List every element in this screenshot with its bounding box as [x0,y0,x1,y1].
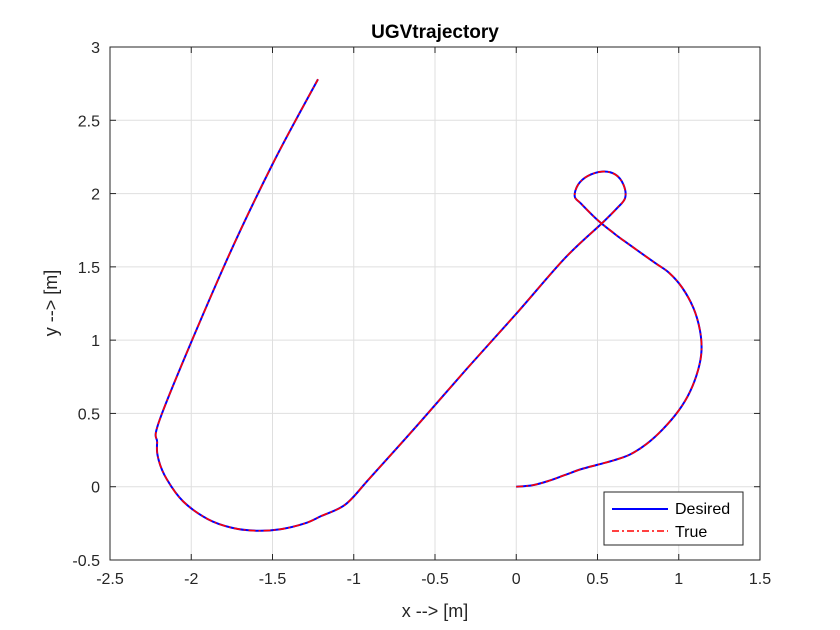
x-tick-label: 0.5 [586,571,608,588]
y-tick-label: 0.5 [78,406,100,423]
y-tick-label: 0 [91,480,100,497]
x-tick-label: -2 [184,571,198,588]
x-tick-label: -0.5 [421,571,449,588]
legend-label-desired: Desired [675,501,730,518]
series-line-true [154,78,703,532]
chart-title: UGVtrajectory [371,22,499,43]
y-axis-ticks: -0.5 0 0.5 1 1.5 2 2.5 3 [72,40,760,570]
y-tick-label: 1 [91,333,100,350]
legend-label-true: True [675,524,707,541]
y-axis-label: y --> [m] [41,270,61,337]
series-layer [154,78,703,532]
x-tick-label: -1 [347,571,361,588]
legend: Desired True [603,491,744,546]
x-tick-label: 1 [674,571,683,588]
x-tick-label: -1.5 [259,571,287,588]
x-tick-label: 0 [512,571,521,588]
x-tick-label: 1.5 [749,571,771,588]
y-tick-label: 2.5 [78,113,100,130]
y-tick-label: 1.5 [78,260,100,277]
x-tick-label: -2.5 [96,571,124,588]
legend-box [603,491,744,546]
y-tick-label: 2 [91,187,100,204]
y-tick-label: 3 [91,40,100,57]
x-axis-label: x --> [m] [402,601,469,621]
y-tick-label: -0.5 [72,553,100,570]
x-axis-ticks: -2.5 -2 -1.5 -1 -0.5 0 0.5 1 1.5 [96,47,771,588]
